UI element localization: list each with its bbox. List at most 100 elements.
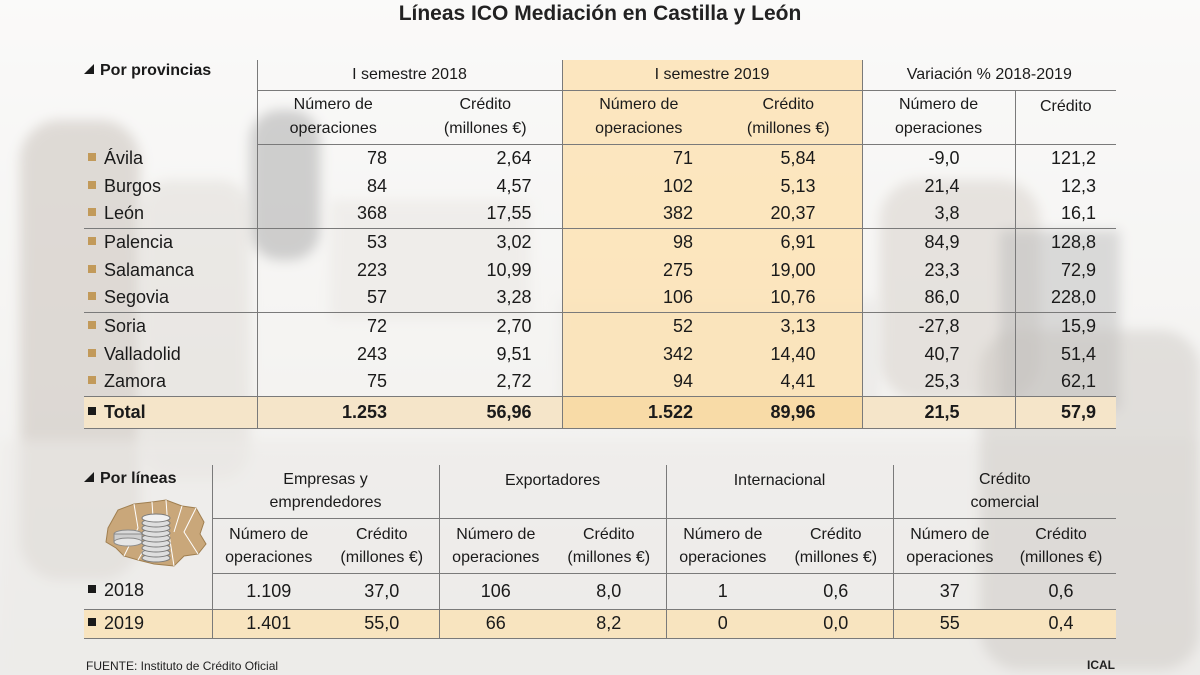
provinces-table: Por provincias I semestre 2018 I semestr… [84,60,1117,429]
cell-ops19: 52 [561,312,716,340]
cell-vcr: 57,9 [1014,395,1117,429]
cell-ops19: 102 [561,172,716,200]
square-bullet-icon [88,406,96,415]
cell-vops: -9,0 [861,144,1016,172]
cell-cr18: 4,57 [496,175,532,196]
period-header-2019: I semestre 2019 [561,60,863,91]
cell-ops19: 382 [561,200,716,229]
square-bullet-icon [88,376,96,385]
cell-cr18: 17,55 [409,200,563,229]
source-note: FUENTE: Instituto de Crédito Oficial [86,659,279,673]
cell-vops: 3,8 [861,200,1016,229]
cell-vops: -27,8 [861,312,1016,340]
cell-vops: 21,4 [861,172,1016,200]
province-row: León 368 17,55 382 20,37 3,8 16,1 [84,200,1117,229]
cell-ops: 1 [665,573,780,610]
province-name: Ávila [84,144,257,172]
col-header-ops: Número de operaciones [211,518,325,574]
province-name: Segovia [84,284,257,313]
square-bullet-icon [88,264,96,273]
cell-vcr: 228,0 [1014,284,1117,313]
province-name: Soria [84,312,257,340]
col-header-ops-2018: Número de operaciones [256,90,409,145]
cell-vops: 86,0 [861,284,1016,313]
square-bullet-icon [88,320,96,329]
period-header-2018: I semestre 2018 [256,60,563,91]
total-row: Total 1.253 56,96 1.522 89,96 21,5 57,9 [84,395,1117,429]
cell-cr18: 2,64 [496,147,532,168]
cell-vcr: 72,9 [1014,256,1117,284]
cell-credit: 37,0 [325,573,440,610]
cell-vops: 25,3 [861,368,1016,396]
year-row: 2018 1.109 37,0 106 8,0 1 0,6 37 0,6 [84,573,1117,610]
col-header-credit-2018: Crédito (millones €) [409,90,563,145]
year-label: 2019 [84,609,212,639]
cell-vops: 23,3 [861,256,1016,284]
brand-label: ICAL [1087,658,1115,672]
province-name: Burgos [84,172,257,200]
lines-table: Por líneas Empresas y emprendedores Expor… [84,465,1117,639]
triangle-icon [84,64,94,74]
col-header-ops-2019: Número de operaciones [561,90,716,145]
cell-ops19: 106 [561,284,716,313]
cell-cr18: 3,02 [496,231,532,252]
year-row: 2019 1.401 55,0 66 8,2 0 0,0 55 0,4 [84,609,1117,639]
province-name: Palencia [84,228,257,256]
cell-cr19: 14,40 [715,340,863,368]
province-row: Palencia 53 3,02 98 6,91 84,9 128,8 [84,228,1117,256]
cell-cr18: 9,51 [496,343,532,364]
cell-ops: 66 [438,609,553,639]
col-header-credit: Crédito (millones €) [779,518,894,574]
cell-ops19: 98 [561,228,716,256]
cell-ops18: 84 [256,172,409,200]
cell-vcr: 62,1 [1014,368,1117,396]
cell-credit: 0,6 [779,573,894,610]
col-header-credit: Crédito (millones €) [552,518,667,574]
cell-ops19: 275 [561,256,716,284]
cell-cr18: 10,99 [486,259,532,280]
province-name: Salamanca [84,256,257,284]
province-row: Segovia 57 3,28 106 10,76 86,0 228,0 [84,284,1117,313]
cell-credit: 8,0 [552,573,667,610]
cell-vops: 40,7 [861,340,1016,368]
col-header-credit: Crédito (millones €) [325,518,440,574]
group-header-exportadores: Exportadores [438,465,667,519]
cell-cr18: 56,96 [409,395,563,429]
cell-ops19: 342 [561,340,716,368]
cell-vcr: 128,8 [1014,228,1117,256]
square-bullet-icon [88,292,96,301]
province-row: Ávila 78 2,64 71 5,84 -9,0 121,2 [84,144,1117,172]
section-title-provinces: Por provincias [84,60,257,144]
province-row: Soria 72 2,70 52 3,13 -27,8 15,9 [84,312,1117,340]
square-bullet-icon [88,585,96,594]
square-bullet-icon [88,152,96,161]
cell-vcr: 12,3 [1014,172,1117,200]
cell-ops18: 72 [256,312,409,340]
castilla-leon-map-coins-icon [104,498,210,570]
cell-ops19: 1.522 [561,395,716,429]
page-title: Líneas ICO Mediación en Castilla y León [398,2,802,25]
triangle-icon [84,472,94,482]
cell-ops19: 94 [561,368,716,396]
province-name: León [84,200,257,229]
cell-credit: 8,2 [552,609,667,639]
square-bullet-icon [88,618,96,626]
cell-vcr: 51,4 [1014,340,1117,368]
square-bullet-icon [88,208,96,217]
cell-vcr: 121,2 [1014,144,1117,172]
group-header-internacional: Internacional [665,465,894,519]
cell-ops18: 1.253 [256,395,409,429]
year-label: 2018 [84,573,212,610]
cell-vcr: 16,1 [1014,200,1117,229]
province-name: Valladolid [84,340,257,368]
cell-vcr: 15,9 [1014,312,1117,340]
col-header-ops: Número de operaciones [438,518,553,574]
province-row: Burgos 84 4,57 102 5,13 21,4 12,3 [84,172,1117,200]
cell-ops: 0 [665,609,780,639]
cell-ops18: 243 [256,340,409,368]
cell-cr19: 20,37 [715,200,863,229]
col-header-credit-2019: Crédito (millones €) [715,90,863,145]
total-label: Total [84,395,257,429]
cell-ops18: 78 [256,144,409,172]
cell-ops18: 223 [256,256,409,284]
